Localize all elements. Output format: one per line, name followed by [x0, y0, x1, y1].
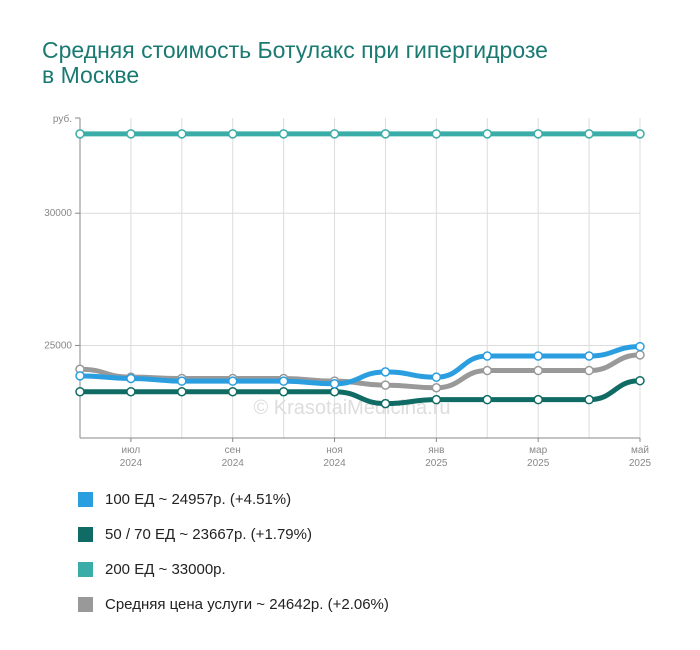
data-point: [584, 351, 594, 361]
data-point: [380, 398, 391, 409]
x-tick-label-month: мар: [529, 445, 547, 456]
data-point: [584, 394, 594, 405]
legend-label: Средняя цена услуги ~ 24642р. (+2.06%): [105, 596, 389, 613]
legend-label: 50 / 70 ЕД ~ 23667р. (+1.79%): [105, 526, 312, 543]
data-point: [177, 129, 187, 139]
data-point: [533, 129, 543, 139]
data-point: [75, 371, 85, 381]
data-point: [482, 365, 493, 376]
data-point: [278, 129, 289, 139]
data-point: [227, 129, 238, 139]
data-point: [278, 376, 289, 386]
data-point: [126, 373, 136, 384]
legend-item-200[interactable]: 200 ЕД ~ 33000р.: [78, 552, 389, 587]
data-point: [482, 394, 493, 405]
legend-swatch: [78, 597, 93, 612]
legend-item-50-70[interactable]: 50 / 70 ЕД ~ 23667р. (+1.79%): [78, 517, 389, 552]
data-point: [75, 129, 85, 139]
data-point: [431, 394, 442, 405]
data-point: [329, 379, 340, 389]
chart-title: Средняя стоимость Ботулакс при гипергидр…: [42, 37, 548, 88]
x-tick-label-year: 2024: [323, 458, 346, 469]
data-point: [75, 386, 85, 397]
x-tick-label-year: 2025: [425, 458, 448, 469]
x-tick-label-year: 2024: [120, 458, 143, 469]
y-unit-label: руб.: [53, 113, 72, 125]
y-tick-label: 30000: [44, 208, 72, 219]
data-point: [329, 386, 340, 397]
data-point: [431, 129, 442, 139]
series-line: [77, 344, 643, 387]
legend-label: 100 ЕД ~ 24957р. (+4.51%): [105, 491, 292, 508]
data-point: [380, 367, 391, 377]
data-point: [635, 129, 645, 139]
data-point: [126, 386, 136, 397]
data-point: [533, 365, 543, 376]
x-tick-label-month: янв: [428, 445, 444, 456]
x-tick-label-month: июл: [122, 445, 141, 456]
x-tick-label-year: 2024: [222, 458, 245, 469]
data-point: [533, 394, 543, 405]
data-point: [380, 380, 391, 390]
x-tick-label-month: май: [631, 445, 649, 456]
x-tick-label-month: ноя: [326, 445, 343, 456]
data-point: [431, 372, 442, 382]
y-tick-label: 25000: [44, 340, 72, 351]
data-point: [584, 129, 594, 139]
x-tick-label-year: 2025: [629, 458, 652, 469]
x-tick-label-month: сен: [225, 445, 241, 456]
line-chart: 25000 30000 руб. июл 2024 сен 2024 ноя 2024 янв 20…: [44, 113, 652, 469]
data-point: [635, 375, 645, 386]
legend-swatch: [78, 527, 93, 542]
data-point: [635, 350, 645, 360]
data-point: [482, 129, 493, 139]
legend: 100 ЕД ~ 24957р. (+4.51%) 50 / 70 ЕД ~ 2…: [78, 482, 389, 622]
data-point: [177, 376, 187, 386]
data-point: [380, 129, 391, 139]
data-point: [227, 386, 238, 397]
data-point: [431, 383, 442, 393]
data-point: [227, 376, 238, 386]
legend-item-average[interactable]: Средняя цена услуги ~ 24642р. (+2.06%): [78, 587, 389, 622]
legend-item-100[interactable]: 100 ЕД ~ 24957р. (+4.51%): [78, 482, 389, 517]
x-tick-label-year: 2025: [527, 458, 550, 469]
data-point: [533, 351, 543, 361]
data-point: [278, 386, 289, 397]
legend-label: 200 ЕД ~ 33000р.: [105, 561, 226, 578]
data-point: [126, 129, 136, 139]
data-point: [329, 129, 340, 139]
data-point: [635, 341, 645, 352]
legend-swatch: [78, 492, 93, 507]
data-point: [584, 365, 594, 376]
legend-swatch: [78, 562, 93, 577]
data-point: [482, 351, 493, 361]
data-point: [177, 386, 187, 397]
